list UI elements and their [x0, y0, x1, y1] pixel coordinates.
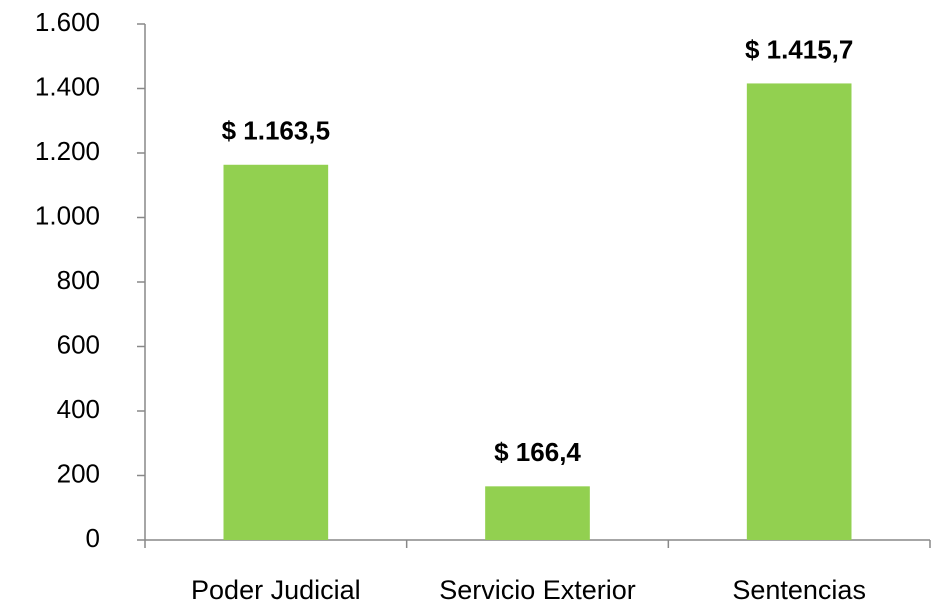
y-tick-label: 0 [86, 523, 100, 553]
y-tick-label: 800 [57, 265, 100, 295]
y-tick-label: 1.000 [35, 200, 100, 230]
x-tick-label: Sentencias [732, 575, 866, 605]
x-tick-label: Servicio Exterior [439, 575, 636, 605]
data-label: $ 1.415,7 [745, 34, 853, 64]
y-tick-label: 600 [57, 329, 100, 359]
y-tick-label: 1.600 [35, 7, 100, 37]
bar [223, 164, 329, 541]
bar [746, 83, 852, 540]
data-label: $ 166,4 [494, 437, 581, 467]
bar [485, 486, 590, 540]
data-label: $ 1.163,5 [222, 116, 330, 146]
y-tick-label: 400 [57, 394, 100, 424]
y-tick-label: 200 [57, 458, 100, 488]
y-tick-label: 1.200 [35, 136, 100, 166]
y-tick-label: 1.400 [35, 71, 100, 101]
x-tick-label: Poder Judicial [191, 575, 361, 605]
